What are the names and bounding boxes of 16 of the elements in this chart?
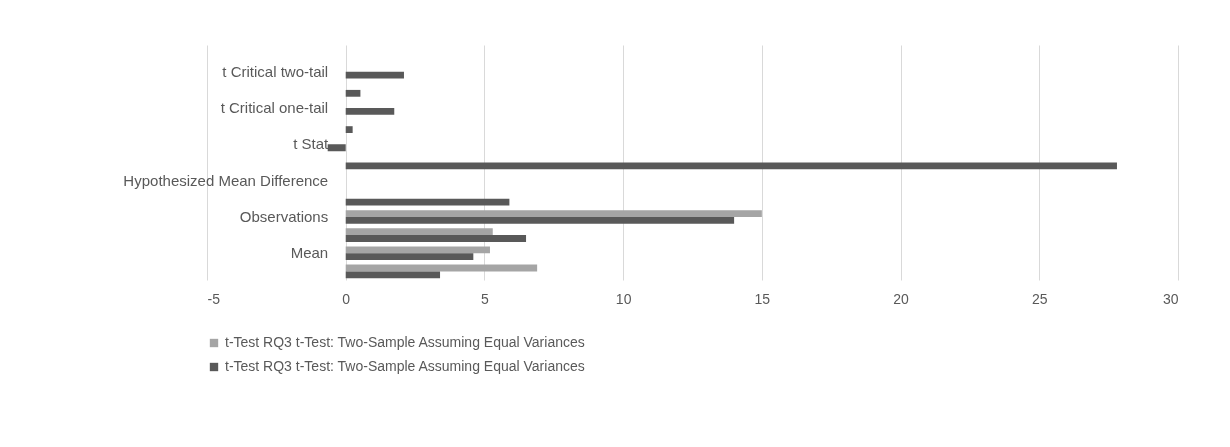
x-tick-label: 10 [615,290,632,307]
x-tick-label: 15 [754,290,771,307]
x-tick-label: 0 [342,290,351,307]
y-tick-label: t Critical one-tail [220,99,329,117]
x-tick-label: 30 [1162,290,1179,307]
y-tick-label: t Stat [293,135,330,153]
x-tick-label: -5 [207,290,221,307]
x-tick-label: 25 [1032,290,1048,307]
y-tick-label: Mean [290,244,329,262]
y-tick-label: t Critical two-tail [222,62,329,80]
y-tick-label: Observations [239,207,329,225]
legend-label: t-Test RQ3 t-Test: Two-Sample Assuming Equal Variances [225,358,585,374]
y-tick-label: Hypothesized Mean Difference [123,171,329,189]
legend-label: t-Test RQ3 t-Test: Two-Sample Assuming Equal Variances [225,334,585,350]
x-tick-label: 20 [893,290,910,307]
x-tick-label: 5 [481,290,490,307]
